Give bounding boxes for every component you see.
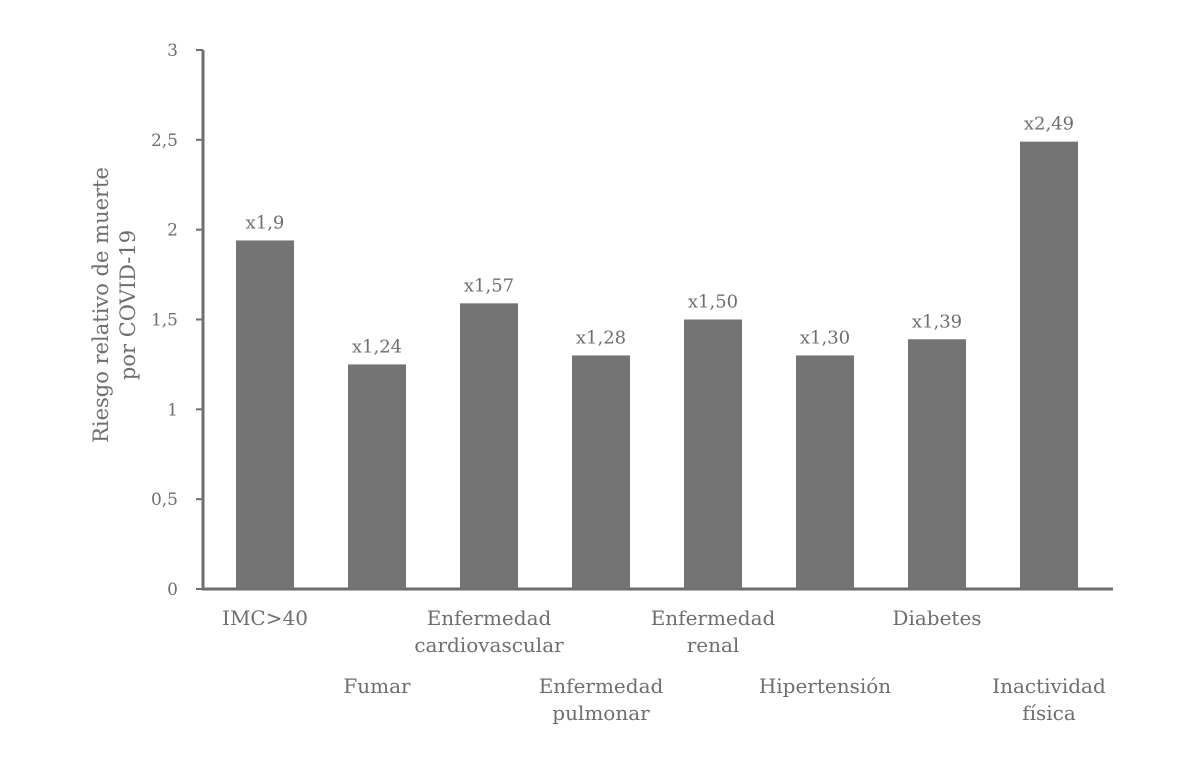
category-label-line: Enfermedad xyxy=(651,606,776,630)
category-label-line: pulmonar xyxy=(552,701,650,725)
bar xyxy=(908,339,966,589)
y-tick-label: 0 xyxy=(167,580,178,600)
bar xyxy=(460,303,518,589)
category-label: Inactividad física xyxy=(992,674,1106,725)
bar xyxy=(796,355,854,589)
category-label-line: Enfermedad xyxy=(427,606,552,630)
category-label-line: Diabetes xyxy=(892,606,981,630)
bar xyxy=(684,319,742,589)
category-label: IMC>40 xyxy=(222,606,308,630)
data-label: x2,49 xyxy=(1024,114,1074,135)
y-axis-title: Riesgo relativo de muerte por COVID-19 xyxy=(89,167,140,443)
category-label-line: Fumar xyxy=(343,674,411,698)
y-tick-label: 2 xyxy=(167,221,178,241)
bar xyxy=(236,240,294,590)
category-label: Diabetes xyxy=(892,606,981,630)
data-label: x1,9 xyxy=(246,212,285,233)
y-axis-title-line: por COVID-19 xyxy=(116,230,140,380)
data-label: x1,28 xyxy=(576,327,626,348)
bars xyxy=(236,141,1078,590)
y-tick-label: 2,5 xyxy=(151,131,178,151)
category-label: Hipertensión xyxy=(759,674,891,698)
category-label-line: Enfermedad xyxy=(539,674,664,698)
data-label: x1,39 xyxy=(912,311,962,332)
bar xyxy=(1020,141,1078,589)
category-label-line: Hipertensión xyxy=(759,674,891,698)
category-label-line: Inactividad xyxy=(992,674,1106,698)
data-labels: x1,9 x1,24 x1,57 x1,28 x1,50 x1,30 x1,39 x2,49 xyxy=(246,114,1075,358)
category-label-line: física xyxy=(1022,701,1076,725)
y-axis-title-text: Riesgo relativo de muerte por COVID-19 xyxy=(89,167,140,443)
bar xyxy=(572,355,630,589)
category-label-line: renal xyxy=(687,633,740,657)
category-label: Fumar xyxy=(343,674,411,698)
data-label: x1,57 xyxy=(464,275,514,296)
data-label: x1,24 xyxy=(352,336,402,357)
category-label-line: IMC>40 xyxy=(222,606,308,630)
data-label: x1,50 xyxy=(688,292,738,313)
category-label: Enfermedad pulmonar xyxy=(539,674,664,725)
y-tick-label: 3 xyxy=(167,41,178,61)
data-label: x1,30 xyxy=(800,327,850,348)
category-label-line: cardiovascular xyxy=(414,633,564,657)
bar xyxy=(348,364,406,589)
category-label: Enfermedad renal xyxy=(651,606,776,657)
y-tick-label: 0,5 xyxy=(151,490,178,510)
y-tick-label: 1 xyxy=(167,400,178,420)
y-axis-title-line: Riesgo relativo de muerte xyxy=(89,167,113,443)
y-tick-label: 1,5 xyxy=(151,311,178,331)
category-label: Enfermedad cardiovascular xyxy=(414,606,564,657)
y-axis-ticks: 0 0,5 1 1,5 2 2,5 3 xyxy=(151,41,203,600)
